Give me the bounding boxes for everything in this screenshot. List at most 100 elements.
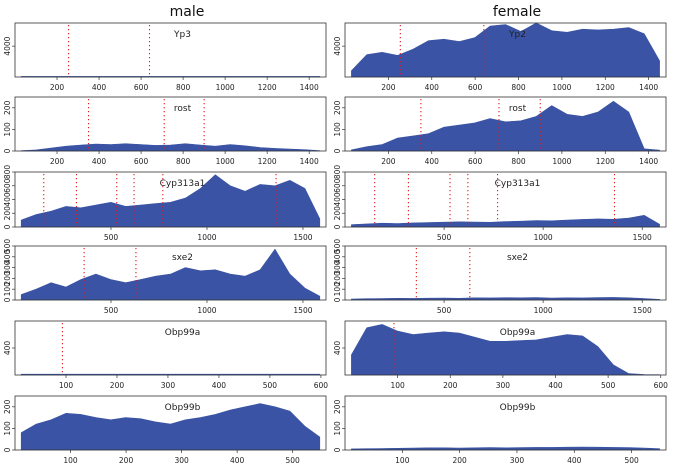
y-tick-label: 400 <box>333 341 342 356</box>
gene-label: Yp3 <box>173 30 191 40</box>
gene-label: sxe2 <box>507 253 528 263</box>
y-tick-label: 0 <box>3 297 12 302</box>
x-tick-label: 600 <box>468 157 483 166</box>
y-tick-label: 0 <box>3 224 12 229</box>
coverage-area-series <box>20 403 321 451</box>
plot-frame <box>344 245 667 301</box>
x-tick-label: 200 <box>110 381 125 390</box>
x-tick-label: 1200 <box>258 157 277 166</box>
panel-obp99a-male: Obp99a 100 200 300 400 500 600 400 <box>3 320 329 390</box>
x-tick-label: 500 <box>104 306 119 315</box>
x-tick-label: 800 <box>176 83 191 92</box>
gene-label: rost <box>509 104 527 114</box>
x-tick-label: 100 <box>395 456 410 465</box>
x-tick-label: 100 <box>59 381 74 390</box>
y-tick-label: 500 <box>333 239 342 254</box>
coverage-area-series <box>351 297 660 301</box>
x-tick-label: 400 <box>92 83 107 92</box>
y-tick-label: 100 <box>3 282 12 297</box>
x-tick-label: 1000 <box>216 83 235 92</box>
x-tick-label: 1000 <box>197 306 216 315</box>
gene-label: sxe2 <box>172 253 193 263</box>
plot-frame <box>14 395 327 451</box>
coverage-area-series <box>351 324 660 376</box>
gene-label: Yp2 <box>508 30 526 40</box>
x-tick-label: 200 <box>443 381 458 390</box>
x-tick-label: 600 <box>134 83 149 92</box>
x-tick-label: 600 <box>654 381 669 390</box>
y-tick-label: 200 <box>3 399 12 414</box>
x-tick-label: 1000 <box>197 233 216 242</box>
x-tick-label: 300 <box>174 456 189 465</box>
x-tick-label: 200 <box>119 456 134 465</box>
coverage-area-series <box>351 100 660 152</box>
y-tick-label: 400 <box>333 249 342 264</box>
y-tick-label: 200 <box>3 206 12 221</box>
coverage-area-series <box>351 214 660 228</box>
x-tick-label: 200 <box>381 157 396 166</box>
x-tick-label: 1000 <box>216 157 235 166</box>
y-tick-label: 0 <box>333 447 342 452</box>
x-tick-label: 500 <box>601 381 616 390</box>
gene-label: Obp99b <box>165 403 201 413</box>
x-tick-label: 100 <box>390 381 405 390</box>
x-tick-label: 500 <box>437 306 452 315</box>
y-tick-label: 4000 <box>3 36 12 55</box>
x-tick-label: 1000 <box>552 157 571 166</box>
panel-obp99b-male: Obp99b 100 200 300 400 500 0 100 200 <box>3 395 327 465</box>
y-tick-label: 100 <box>333 421 342 436</box>
gene-label: Obp99b <box>500 403 536 413</box>
y-tick-label: 100 <box>3 421 12 436</box>
gene-label: rost <box>174 104 192 114</box>
y-tick-label: 200 <box>3 100 12 115</box>
x-tick-label: 800 <box>511 83 526 92</box>
x-tick-label: 1000 <box>534 233 553 242</box>
x-tick-label: 600 <box>134 157 149 166</box>
x-tick-label: 800 <box>511 157 526 166</box>
x-tick-label: 300 <box>496 381 511 390</box>
x-tick-label: 600 <box>468 83 483 92</box>
x-tick-label: 1400 <box>300 83 319 92</box>
x-tick-label: 500 <box>263 381 278 390</box>
gene-label: Cyp313a1 <box>495 179 541 189</box>
plot-frame <box>344 96 667 152</box>
coverage-area-series <box>351 446 660 451</box>
x-tick-label: 400 <box>212 381 227 390</box>
x-tick-label: 200 <box>50 83 65 92</box>
y-tick-label: 0 <box>3 447 12 452</box>
panel-obp99a-female: Obp99a 100 200 300 400 500 600 400 <box>333 320 669 390</box>
x-tick-label: 1400 <box>639 157 658 166</box>
y-tick-label: 800 <box>3 165 12 180</box>
x-tick-label: 1200 <box>596 83 615 92</box>
plot-frame <box>14 245 327 301</box>
x-tick-label: 200 <box>381 83 396 92</box>
y-tick-label: 600 <box>3 178 12 193</box>
coverage-area-series <box>351 22 660 78</box>
x-tick-label: 400 <box>92 157 107 166</box>
y-tick-label: 200 <box>333 271 342 286</box>
x-tick-label: 600 <box>314 381 329 390</box>
coverage-area-series <box>20 174 321 228</box>
y-tick-label: 200 <box>333 399 342 414</box>
x-tick-label: 500 <box>286 456 301 465</box>
y-tick-label: 0 <box>333 148 342 153</box>
x-tick-label: 1000 <box>552 83 571 92</box>
panel-rost-female: rost 200 400 600 800 1000 1200 1400 0 100 200 <box>333 96 667 166</box>
x-tick-label: 1500 <box>293 233 312 242</box>
x-tick-label: 500 <box>104 233 119 242</box>
x-tick-label: 1500 <box>633 306 652 315</box>
x-tick-label: 200 <box>452 456 467 465</box>
x-tick-label: 400 <box>548 381 563 390</box>
x-tick-label: 1500 <box>633 233 652 242</box>
y-tick-label: 400 <box>333 192 342 207</box>
x-tick-label: 1000 <box>534 306 553 315</box>
x-tick-label: 1400 <box>639 83 658 92</box>
plot-frame <box>14 22 327 78</box>
y-tick-label: 100 <box>3 122 12 137</box>
y-tick-label: 400 <box>3 341 12 356</box>
